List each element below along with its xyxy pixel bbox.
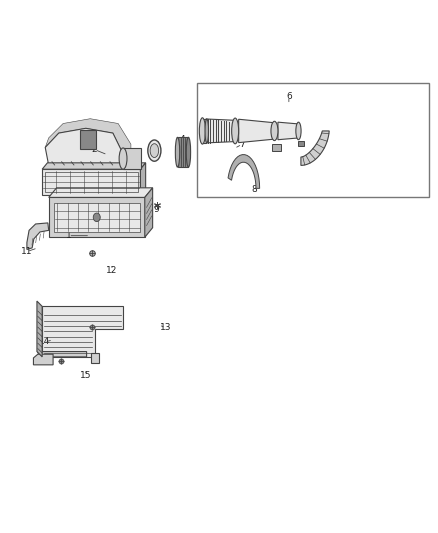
Polygon shape [45,128,123,165]
Polygon shape [49,197,145,237]
Polygon shape [141,163,146,195]
Polygon shape [177,138,188,167]
Circle shape [93,213,100,222]
Polygon shape [228,155,260,188]
Text: 11: 11 [21,247,33,256]
Ellipse shape [205,119,208,143]
Text: 14: 14 [39,337,50,346]
Polygon shape [42,169,141,195]
Ellipse shape [232,118,239,144]
Ellipse shape [150,144,159,158]
FancyBboxPatch shape [80,130,96,149]
Polygon shape [278,122,298,140]
Polygon shape [49,156,131,165]
Polygon shape [145,188,152,237]
Polygon shape [27,223,49,249]
Ellipse shape [296,122,301,140]
Ellipse shape [271,122,278,141]
Polygon shape [123,148,141,169]
Polygon shape [91,353,99,364]
Text: 5: 5 [178,158,184,167]
Polygon shape [33,354,53,365]
Polygon shape [49,188,152,197]
Text: 4: 4 [179,135,185,144]
Text: 2: 2 [92,145,97,154]
Ellipse shape [119,148,127,169]
Polygon shape [42,306,123,357]
Polygon shape [301,131,329,165]
Polygon shape [206,119,235,143]
Ellipse shape [199,118,205,144]
Text: 13: 13 [160,323,172,332]
Polygon shape [298,141,304,146]
Ellipse shape [186,138,191,167]
Text: 7: 7 [239,140,245,149]
Text: 9: 9 [153,205,159,214]
Polygon shape [239,119,275,143]
Text: 8: 8 [251,185,257,194]
Polygon shape [202,119,206,143]
Text: 3: 3 [153,141,159,150]
Text: 1: 1 [66,231,71,240]
Polygon shape [38,352,87,357]
Polygon shape [45,119,131,165]
Text: 10: 10 [56,218,67,227]
Text: 15: 15 [80,371,92,380]
Ellipse shape [148,140,161,161]
Polygon shape [54,203,140,232]
Text: 6: 6 [286,92,292,101]
Text: 12: 12 [106,266,118,274]
Polygon shape [37,301,42,357]
Polygon shape [272,144,281,151]
FancyBboxPatch shape [197,83,428,197]
Ellipse shape [175,138,180,167]
Polygon shape [42,163,146,169]
